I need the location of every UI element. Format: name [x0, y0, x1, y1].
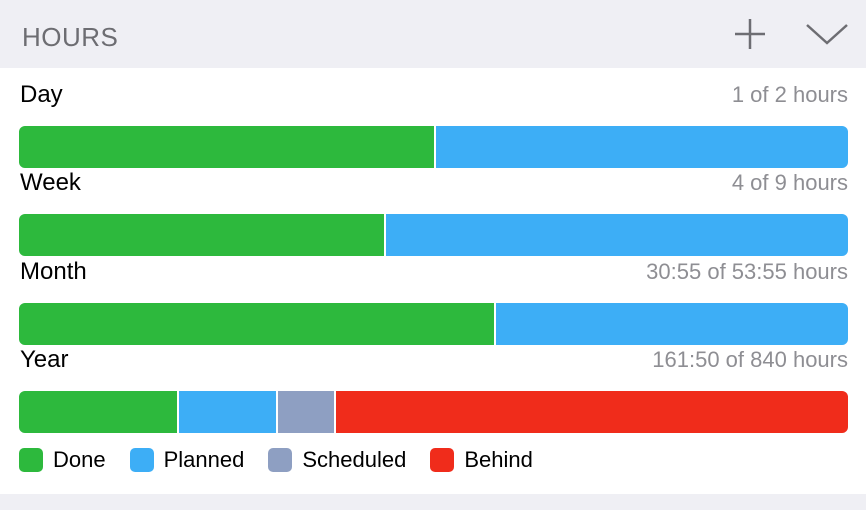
bar-segment-planned: [433, 126, 848, 168]
progress-bar-day: [19, 126, 848, 168]
bar-segment-planned: [494, 303, 848, 345]
hours-card: Day 1 of 2 hours Week 4 of 9 hours Month…: [0, 68, 866, 494]
row-value: 30:55 of 53:55 hours: [646, 259, 848, 284]
legend-label: Planned: [163, 447, 245, 472]
legend-label: Behind: [464, 447, 533, 472]
scheduled-swatch: [268, 448, 293, 472]
row-label: Week: [20, 169, 81, 196]
progress-bar-month: [19, 303, 848, 345]
legend-label: Done: [53, 447, 106, 472]
legend-item-planned: Planned: [129, 447, 245, 473]
section-title: HOURS: [22, 22, 119, 52]
bar-segment-planned: [383, 214, 848, 256]
progress-bar-year: [19, 391, 848, 433]
row-week: Week 4 of 9 hours: [0, 168, 866, 256]
row-label: Month: [20, 258, 87, 285]
bar-segment-done: [19, 303, 495, 345]
legend: Done Planned Scheduled Behind: [19, 446, 557, 474]
section-header: HOURS: [0, 0, 866, 68]
legend-item-done: Done: [19, 447, 106, 473]
row-month: Month 30:55 of 53:55 hours: [0, 257, 866, 345]
row-label: Day: [20, 81, 63, 108]
chevron-down-icon[interactable]: [804, 18, 850, 48]
legend-label: Scheduled: [302, 447, 407, 472]
row-value: 161:50 of 840 hours: [652, 347, 848, 372]
bar-segment-done: [19, 126, 434, 168]
planned-swatch: [129, 448, 154, 472]
bar-segment-scheduled: [275, 391, 334, 433]
bar-segment-done: [19, 391, 177, 433]
row-value: 1 of 2 hours: [731, 82, 848, 107]
done-swatch: [19, 448, 43, 472]
row-label: Year: [20, 346, 69, 373]
bar-segment-done: [19, 214, 384, 256]
row-year: Year 161:50 of 840 hours: [0, 345, 866, 433]
row-value: 4 of 9 hours: [731, 170, 848, 195]
behind-swatch: [430, 448, 455, 472]
bar-segment-behind: [333, 391, 848, 433]
legend-item-scheduled: Scheduled: [268, 447, 406, 473]
bar-segment-planned: [176, 391, 276, 433]
legend-item-behind: Behind: [430, 447, 533, 473]
progress-bar-week: [19, 214, 848, 256]
row-day: Day 1 of 2 hours: [0, 80, 866, 168]
add-icon[interactable]: [732, 16, 768, 52]
